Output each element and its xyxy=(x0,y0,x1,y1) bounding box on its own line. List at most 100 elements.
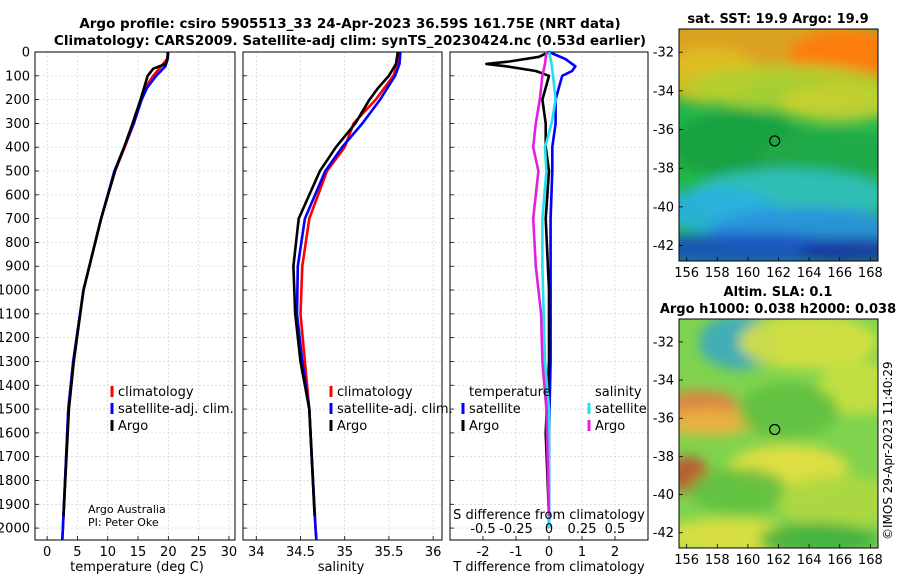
x-tick-label: 34 xyxy=(248,545,265,560)
y-tick-label: 1600 xyxy=(0,426,30,441)
sla-y-tick-label: -40 xyxy=(653,488,674,503)
series-line-climatology xyxy=(61,51,170,541)
s-tick-label: 0 xyxy=(545,522,553,537)
s-tick-label: 0.25 xyxy=(568,522,597,537)
x-tick-label: 1 xyxy=(578,545,586,560)
legend-argo: Argo xyxy=(118,419,148,434)
sst-x-tick-label: 162 xyxy=(766,266,791,281)
y-tick-label: 700 xyxy=(5,212,30,227)
sst-x-tick-label: 160 xyxy=(735,266,760,281)
sla-blob xyxy=(778,474,878,530)
difference-legend: temperature satellite Argo salinity sate… xyxy=(461,385,647,434)
temperature-xlabel: temperature (deg C) xyxy=(70,560,204,575)
legend-climatology: climatology xyxy=(118,385,194,400)
series-line-climatology xyxy=(299,51,401,541)
sst-x-tick-label: 168 xyxy=(858,266,883,281)
y-tick-label: 600 xyxy=(5,188,30,203)
credit-line2: PI: Peter Oke xyxy=(88,516,159,529)
sla-x-tick-label: 166 xyxy=(827,553,852,568)
x-tick-label: 5 xyxy=(73,545,81,560)
sst-y-tick-label: -34 xyxy=(653,84,674,99)
x-tick-label: -1 xyxy=(510,545,523,560)
series-line-s-satellite xyxy=(541,51,557,529)
sla-field xyxy=(679,319,878,548)
sst-blobs xyxy=(679,29,878,261)
y-tick-label: 1800 xyxy=(0,474,30,489)
y-tick-label: 1400 xyxy=(0,379,30,394)
sla-blob xyxy=(738,319,878,370)
sla-x-tick-label: 156 xyxy=(674,553,699,568)
sst-y-tick-label: -42 xyxy=(653,239,674,254)
legend-argo-s: Argo xyxy=(337,419,367,434)
sst-y-tick-label: -32 xyxy=(653,46,674,61)
sst-argo-marker xyxy=(769,135,781,147)
s-tick-label: -0.5 xyxy=(470,522,495,537)
y-tick-label: 1200 xyxy=(0,331,30,346)
sla-blob xyxy=(688,467,789,514)
y-tick-label: 100 xyxy=(5,69,30,84)
legend-climatology-s: climatology xyxy=(337,385,413,400)
sst-x-tick-label: 166 xyxy=(827,266,852,281)
x-tick-label: 25 xyxy=(190,545,207,560)
y-tick-label: 200 xyxy=(5,93,30,108)
x-tick-label: 35.5 xyxy=(374,545,403,560)
salinity-xlabel: salinity xyxy=(318,560,365,575)
difference-xlabel: T difference from climatology xyxy=(452,560,645,575)
series-line-argo xyxy=(292,51,400,517)
sst-x-tick-label: 164 xyxy=(797,266,822,281)
imos-stamp: ©IMOS 29-Apr-2023 11:40:29 xyxy=(881,361,895,540)
x-tick-label: -2 xyxy=(477,545,490,560)
y-tick-label: 1100 xyxy=(0,307,30,322)
panel-frame xyxy=(34,51,236,541)
sla-blob xyxy=(679,408,759,436)
x-tick-label: 20 xyxy=(160,545,177,560)
series-line-satellite-adj-clim- xyxy=(61,51,170,541)
y-tick-label: 1000 xyxy=(0,284,30,299)
sla-y-tick-label: -36 xyxy=(653,412,674,427)
y-tick-label: 1700 xyxy=(0,450,30,465)
sla-x-tick-label: 160 xyxy=(735,553,760,568)
sla-blobs xyxy=(679,319,878,548)
legend-s-argo: Argo xyxy=(595,419,625,434)
credit-line1: Argo Australia xyxy=(88,503,166,516)
y-tick-label: 800 xyxy=(5,236,30,251)
sla-x-tick-label: 158 xyxy=(705,553,730,568)
sla-x-tick-label: 164 xyxy=(797,553,822,568)
x-tick-label: 2 xyxy=(611,545,619,560)
y-tick-label: 1900 xyxy=(0,498,30,513)
legend-t-argo: Argo xyxy=(469,419,499,434)
y-tick-label: 300 xyxy=(5,117,30,132)
y-tick-label: 1500 xyxy=(0,403,30,418)
series-line-argo xyxy=(62,52,169,517)
x-tick-label: 10 xyxy=(99,545,116,560)
y-tick-label: 2000 xyxy=(0,522,30,537)
sst-x-tick-label: 156 xyxy=(674,266,699,281)
sst-y-tick-label: -40 xyxy=(653,200,674,215)
sla-y-tick-label: -42 xyxy=(653,526,674,541)
sst-blob xyxy=(798,237,878,261)
legend-satellite: satellite-adj. clim. xyxy=(118,402,234,417)
difference-xlabel-top: S difference from climatology xyxy=(453,508,645,523)
x-tick-label: 35 xyxy=(336,545,353,560)
sst-y-tick-label: -38 xyxy=(653,162,674,177)
sla-y-tick-label: -32 xyxy=(653,335,674,350)
sla-x-tick-label: 162 xyxy=(766,553,791,568)
s-tick-label: 0.5 xyxy=(605,522,626,537)
legend-temperature-title: temperature xyxy=(469,385,551,400)
sla-x-tick-label: 168 xyxy=(858,553,883,568)
sla-map-title-line2: Argo h1000: 0.038 h2000: 0.038 xyxy=(660,302,896,317)
sst-blob xyxy=(778,84,878,122)
y-tick-label: 400 xyxy=(5,141,30,156)
sst-map-title: sat. SST: 19.9 Argo: 19.9 xyxy=(687,12,868,27)
series-line-t-satellite xyxy=(547,50,577,529)
figure-title-line2: Climatology: CARS2009. Satellite-adj cli… xyxy=(54,33,646,49)
panel-frame xyxy=(242,51,443,541)
temperature-legend: climatology satellite-adj. clim. Argo xyxy=(110,385,234,434)
sla-blob xyxy=(758,522,878,548)
x-tick-label: 0 xyxy=(545,545,553,560)
sla-argo-marker xyxy=(769,423,781,436)
legend-t-satellite: satellite xyxy=(469,402,521,417)
sla-blob xyxy=(738,383,839,439)
sla-y-tick-label: -34 xyxy=(653,374,674,389)
